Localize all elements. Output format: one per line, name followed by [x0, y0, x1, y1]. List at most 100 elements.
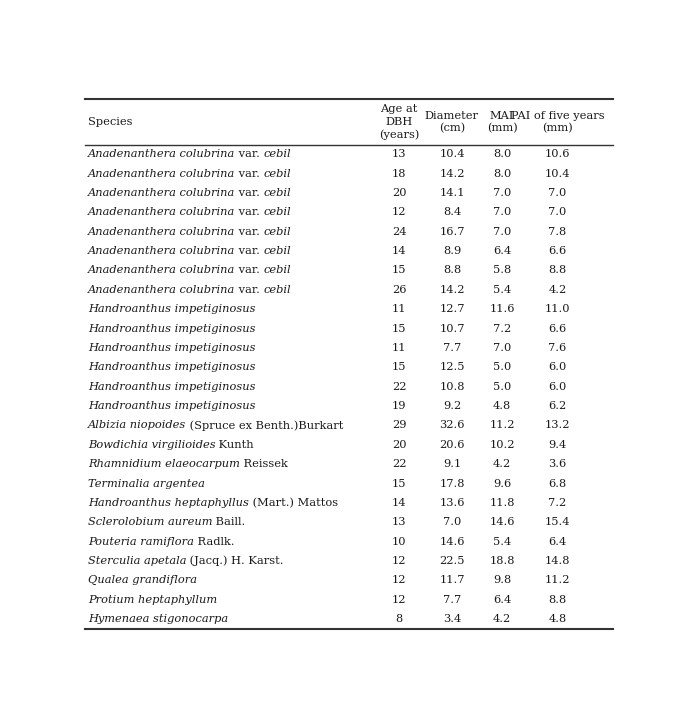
Text: 15: 15	[392, 362, 407, 372]
Text: 10.7: 10.7	[439, 323, 464, 333]
Text: 7.0: 7.0	[548, 188, 567, 198]
Text: 3.6: 3.6	[548, 459, 567, 469]
Text: Age at
DBH
(years): Age at DBH (years)	[379, 104, 419, 140]
Text: 8.4: 8.4	[443, 207, 461, 217]
Text: 6.4: 6.4	[548, 537, 567, 547]
Text: 12: 12	[392, 595, 407, 605]
Text: 11.0: 11.0	[545, 304, 570, 314]
Text: 26: 26	[392, 285, 407, 295]
Text: 17.8: 17.8	[439, 478, 464, 488]
Text: Baill.: Baill.	[212, 518, 246, 528]
Text: 8.9: 8.9	[443, 246, 461, 256]
Text: Diameter
(cm): Diameter (cm)	[425, 111, 479, 134]
Text: 7.0: 7.0	[493, 343, 511, 353]
Text: 4.2: 4.2	[548, 285, 567, 295]
Text: 6.4: 6.4	[493, 246, 511, 256]
Text: 8: 8	[396, 614, 402, 624]
Text: Handroanthus impetiginosus: Handroanthus impetiginosus	[88, 362, 255, 372]
Text: Rhamnidium elaeocarpum: Rhamnidium elaeocarpum	[88, 459, 240, 469]
Text: Protium heptaphyllum: Protium heptaphyllum	[88, 595, 217, 605]
Text: 5.4: 5.4	[493, 285, 511, 295]
Text: Anadenanthera colubrina: Anadenanthera colubrina	[88, 246, 235, 256]
Text: 7.0: 7.0	[493, 226, 511, 236]
Text: 18: 18	[392, 169, 407, 178]
Text: 14.2: 14.2	[439, 169, 464, 178]
Text: 8.8: 8.8	[548, 266, 567, 276]
Text: Anadenanthera colubrina: Anadenanthera colubrina	[88, 207, 235, 217]
Text: cebil: cebil	[264, 169, 291, 178]
Text: var.: var.	[235, 266, 264, 276]
Text: 8.8: 8.8	[443, 266, 461, 276]
Text: Anadenanthera colubrina: Anadenanthera colubrina	[88, 266, 235, 276]
Text: var.: var.	[235, 149, 264, 159]
Text: MAI
(mm): MAI (mm)	[487, 111, 518, 134]
Text: 10.8: 10.8	[439, 382, 464, 392]
Text: 29: 29	[392, 421, 407, 431]
Text: 14.2: 14.2	[439, 285, 464, 295]
Text: 10.2: 10.2	[490, 440, 515, 450]
Text: Handroanthus impetiginosus: Handroanthus impetiginosus	[88, 401, 255, 411]
Text: 3.4: 3.4	[443, 614, 461, 624]
Text: cebil: cebil	[264, 207, 291, 217]
Text: 9.8: 9.8	[493, 575, 511, 585]
Text: 7.7: 7.7	[443, 343, 461, 353]
Text: var.: var.	[235, 285, 264, 295]
Text: 14.8: 14.8	[545, 556, 570, 566]
Text: 16.7: 16.7	[439, 226, 464, 236]
Text: 7.2: 7.2	[493, 323, 511, 333]
Text: 8.0: 8.0	[493, 169, 511, 178]
Text: 22.5: 22.5	[439, 556, 464, 566]
Text: cebil: cebil	[264, 285, 291, 295]
Text: 7.0: 7.0	[493, 188, 511, 198]
Text: 12.7: 12.7	[439, 304, 464, 314]
Text: 15: 15	[392, 478, 407, 488]
Text: PAI of five years
(mm): PAI of five years (mm)	[511, 111, 604, 134]
Text: Anadenanthera colubrina: Anadenanthera colubrina	[88, 169, 235, 178]
Text: 14: 14	[392, 498, 407, 508]
Text: Terminalia argentea: Terminalia argentea	[88, 478, 204, 488]
Text: Anadenanthera colubrina: Anadenanthera colubrina	[88, 149, 235, 159]
Text: 4.8: 4.8	[548, 614, 567, 624]
Text: 11.8: 11.8	[490, 498, 515, 508]
Text: 6.6: 6.6	[548, 246, 567, 256]
Text: 20.6: 20.6	[439, 440, 464, 450]
Text: 14: 14	[392, 246, 407, 256]
Text: Anadenanthera colubrina: Anadenanthera colubrina	[88, 285, 235, 295]
Text: 9.2: 9.2	[443, 401, 461, 411]
Text: 14.1: 14.1	[439, 188, 464, 198]
Text: 14.6: 14.6	[490, 518, 515, 528]
Text: 8.0: 8.0	[493, 149, 511, 159]
Text: 13.2: 13.2	[545, 421, 570, 431]
Text: 11.6: 11.6	[490, 304, 515, 314]
Text: 22: 22	[392, 459, 407, 469]
Text: 4.2: 4.2	[493, 459, 511, 469]
Text: 13: 13	[392, 518, 407, 528]
Text: 14.6: 14.6	[439, 537, 464, 547]
Text: (Mart.) Mattos: (Mart.) Mattos	[249, 498, 338, 508]
Text: 20: 20	[392, 188, 407, 198]
Text: 13.6: 13.6	[439, 498, 464, 508]
Text: 24: 24	[392, 226, 407, 236]
Text: var.: var.	[235, 188, 264, 198]
Text: Bowdichia virgilioides: Bowdichia virgilioides	[88, 440, 215, 450]
Text: Handroanthus impetiginosus: Handroanthus impetiginosus	[88, 343, 255, 353]
Text: 18.8: 18.8	[490, 556, 515, 566]
Text: 10.4: 10.4	[439, 149, 464, 159]
Text: 6.4: 6.4	[493, 595, 511, 605]
Text: 10.4: 10.4	[545, 169, 570, 178]
Text: var.: var.	[235, 169, 264, 178]
Text: 22: 22	[392, 382, 407, 392]
Text: 12: 12	[392, 575, 407, 585]
Text: 15: 15	[392, 323, 407, 333]
Text: 7.6: 7.6	[548, 343, 567, 353]
Text: 6.0: 6.0	[548, 362, 567, 372]
Text: (Spruce ex Benth.)Burkart: (Spruce ex Benth.)Burkart	[186, 420, 343, 431]
Text: 7.8: 7.8	[548, 226, 567, 236]
Text: 5.0: 5.0	[493, 362, 511, 372]
Text: cebil: cebil	[264, 246, 291, 256]
Text: 20: 20	[392, 440, 407, 450]
Text: Sterculia apetala: Sterculia apetala	[88, 556, 187, 566]
Text: 4.2: 4.2	[493, 614, 511, 624]
Text: Sclerolobium aureum: Sclerolobium aureum	[88, 518, 212, 528]
Text: 5.0: 5.0	[493, 382, 511, 392]
